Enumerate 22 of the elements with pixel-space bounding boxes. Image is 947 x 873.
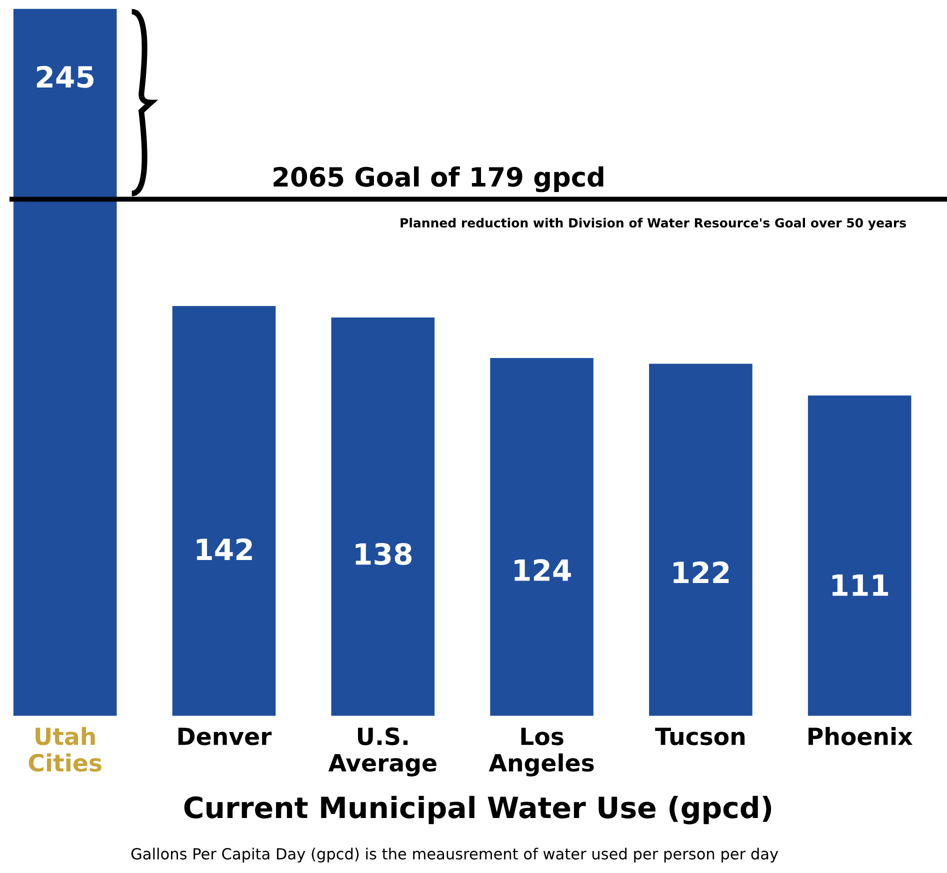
bar <box>649 364 752 716</box>
x-tick-label: Tucson <box>655 728 745 746</box>
data-label: 124 <box>514 559 571 581</box>
data-label: 245 <box>36 66 94 88</box>
x-axis-title: Current Municipal Water Use (gpcd) <box>184 796 772 824</box>
data-label: 138 <box>356 542 412 565</box>
bar <box>331 318 435 716</box>
bar <box>13 8 117 716</box>
x-tick-label: Utah Cities <box>28 726 102 772</box>
x-tick-label: U.S. Average <box>328 727 436 776</box>
data-label: 122 <box>674 561 729 584</box>
text: Gallons Per Capita Day (gpcd) is the meausrement of water used per person per day <box>131 848 778 863</box>
bar <box>808 395 912 716</box>
annotation: Planned reduction with Division of Water Resource's Goal over 50 years <box>400 218 906 230</box>
x-tick-label: Phoenix <box>808 726 912 746</box>
data-label: 111 <box>832 574 888 596</box>
x-tick-label: Los Angeles <box>488 728 594 776</box>
data-label: 142 <box>196 538 252 560</box>
bar <box>490 358 594 716</box>
x-tick-label: Denver <box>178 728 272 746</box>
ref-line-label: 2065 Goal of 179 gpcd <box>274 166 604 192</box>
bar <box>172 306 276 716</box>
